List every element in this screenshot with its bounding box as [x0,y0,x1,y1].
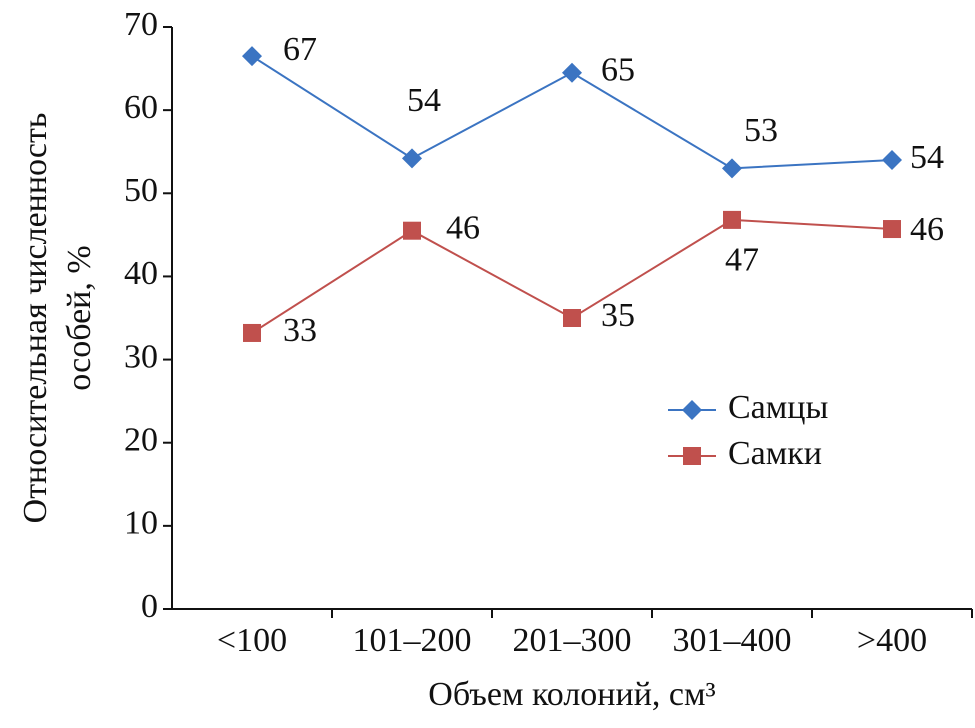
legend-marker [683,447,701,465]
data-label: 54 [407,82,441,119]
y-tick-label: 30 [124,338,158,375]
legend-marker [682,400,702,420]
data-label: 46 [910,211,944,248]
marker [402,148,422,169]
y-tick-label: 0 [141,588,158,625]
x-tick-label: 101–200 [353,622,472,659]
y-tick-label: 20 [124,422,158,459]
x-tick-label: 301–400 [673,622,792,659]
marker [243,323,261,342]
y-tick-label: 60 [124,89,158,126]
data-label: 53 [744,112,778,149]
data-label: 46 [446,209,480,246]
data-label: 35 [601,297,635,334]
x-axis-label: Объем колоний, см³ [428,676,715,713]
marker [242,46,262,67]
data-label: 33 [283,312,317,349]
x-tick-label: >400 [857,622,927,659]
y-tick-label: 70 [124,6,158,43]
y-axis-label: Относительная численность [17,113,54,524]
marker [882,150,902,171]
y-tick-label: 10 [124,505,158,542]
legend-label: Самки [728,435,822,472]
x-tick-label: 201–300 [513,622,632,659]
data-label: 65 [601,52,635,89]
marker [403,221,421,240]
marker [723,210,741,229]
y-axis-label: особей, % [61,245,98,390]
marker [883,220,901,239]
marker [562,62,582,83]
marker [722,158,742,179]
data-label: 47 [725,242,759,279]
y-tick-label: 50 [124,172,158,209]
legend-label: Самцы [728,389,828,426]
y-tick-label: 40 [124,255,158,292]
data-label: 54 [910,139,944,176]
x-tick-label: <100 [217,622,287,659]
data-label: 67 [283,31,317,68]
marker [563,309,581,327]
